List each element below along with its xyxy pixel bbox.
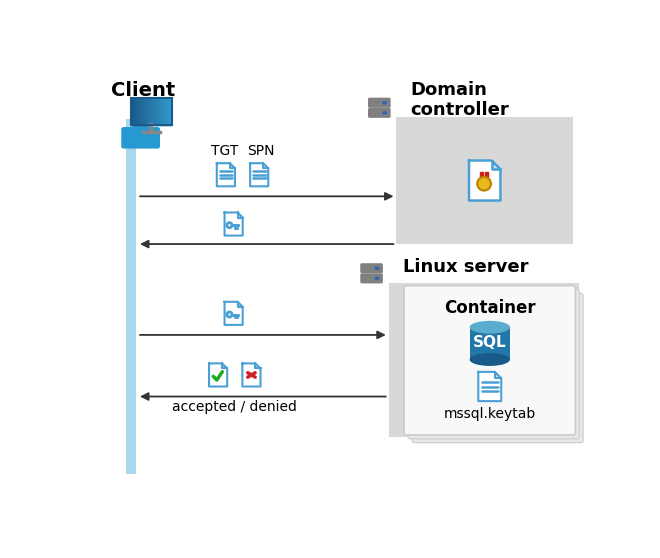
Text: TGT: TGT xyxy=(211,144,238,158)
Polygon shape xyxy=(478,372,501,401)
Polygon shape xyxy=(224,213,243,235)
Text: mssql.keytab: mssql.keytab xyxy=(444,407,536,421)
Polygon shape xyxy=(230,163,235,169)
Polygon shape xyxy=(209,363,227,387)
Text: Linux server: Linux server xyxy=(403,258,528,276)
Circle shape xyxy=(131,111,150,129)
Text: SQL: SQL xyxy=(473,335,507,350)
FancyBboxPatch shape xyxy=(368,98,391,108)
FancyBboxPatch shape xyxy=(125,119,135,474)
FancyBboxPatch shape xyxy=(470,327,510,359)
FancyBboxPatch shape xyxy=(408,290,579,439)
FancyBboxPatch shape xyxy=(360,263,383,273)
FancyBboxPatch shape xyxy=(404,286,576,435)
Ellipse shape xyxy=(382,111,387,114)
FancyBboxPatch shape xyxy=(121,127,160,148)
Polygon shape xyxy=(238,213,243,218)
Polygon shape xyxy=(255,363,261,368)
Text: SPN: SPN xyxy=(247,144,275,158)
FancyBboxPatch shape xyxy=(397,117,573,244)
Ellipse shape xyxy=(374,277,380,280)
Polygon shape xyxy=(216,163,235,186)
Ellipse shape xyxy=(382,101,387,104)
Text: Client: Client xyxy=(111,81,175,100)
Ellipse shape xyxy=(470,353,510,366)
Polygon shape xyxy=(263,163,268,169)
FancyBboxPatch shape xyxy=(412,294,583,442)
Polygon shape xyxy=(469,161,500,200)
Polygon shape xyxy=(495,372,501,378)
Ellipse shape xyxy=(470,321,510,334)
FancyBboxPatch shape xyxy=(368,108,391,118)
Ellipse shape xyxy=(374,266,380,270)
FancyBboxPatch shape xyxy=(485,171,488,177)
Polygon shape xyxy=(224,302,243,325)
FancyBboxPatch shape xyxy=(389,282,579,436)
FancyBboxPatch shape xyxy=(360,273,383,283)
FancyBboxPatch shape xyxy=(480,171,483,177)
Polygon shape xyxy=(250,163,268,186)
Circle shape xyxy=(477,177,491,190)
Text: Domain
controller: Domain controller xyxy=(411,81,509,119)
Polygon shape xyxy=(222,363,227,368)
Polygon shape xyxy=(242,363,261,387)
Text: Container: Container xyxy=(444,299,535,317)
Text: accepted / denied: accepted / denied xyxy=(172,400,297,413)
Polygon shape xyxy=(238,302,243,307)
Polygon shape xyxy=(492,161,500,169)
